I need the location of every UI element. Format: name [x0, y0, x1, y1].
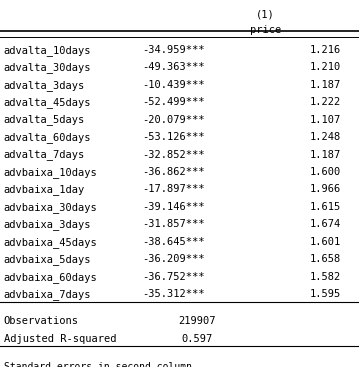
Text: advbaixa_45days: advbaixa_45days — [4, 237, 97, 248]
Text: advbaixa_3days: advbaixa_3days — [4, 219, 91, 230]
Text: -38.645***: -38.645*** — [142, 237, 205, 247]
Text: -20.079***: -20.079*** — [142, 115, 205, 124]
Text: 1.107: 1.107 — [310, 115, 341, 124]
Text: 1.601: 1.601 — [310, 237, 341, 247]
Text: 1.187: 1.187 — [310, 149, 341, 160]
Text: -52.499***: -52.499*** — [142, 97, 205, 107]
Text: 1.600: 1.600 — [310, 167, 341, 177]
Text: 1.210: 1.210 — [310, 62, 341, 72]
Text: Standard errors in second column: Standard errors in second column — [4, 362, 192, 367]
Text: -49.363***: -49.363*** — [142, 62, 205, 72]
Text: 1.248: 1.248 — [310, 132, 341, 142]
Text: -39.146***: -39.146*** — [142, 202, 205, 212]
Text: 1.582: 1.582 — [310, 272, 341, 282]
Text: advalta_30days: advalta_30days — [4, 62, 91, 73]
Text: advbaixa_60days: advbaixa_60days — [4, 272, 97, 283]
Text: 1.658: 1.658 — [310, 254, 341, 264]
Text: advalta_45days: advalta_45days — [4, 97, 91, 108]
Text: -10.439***: -10.439*** — [142, 80, 205, 90]
Text: -36.209***: -36.209*** — [142, 254, 205, 264]
Text: advbaixa_10days: advbaixa_10days — [4, 167, 97, 178]
Text: Adjusted R-squared: Adjusted R-squared — [4, 334, 116, 344]
Text: 1.216: 1.216 — [310, 45, 341, 55]
Text: 0.597: 0.597 — [182, 334, 213, 344]
Text: advbaixa_7days: advbaixa_7days — [4, 289, 91, 300]
Text: -36.752***: -36.752*** — [142, 272, 205, 282]
Text: 1.966: 1.966 — [310, 185, 341, 195]
Text: -36.862***: -36.862*** — [142, 167, 205, 177]
Text: advalta_3days: advalta_3days — [4, 80, 85, 91]
Text: advbaixa_5days: advbaixa_5days — [4, 254, 91, 265]
Text: 1.615: 1.615 — [310, 202, 341, 212]
Text: (1): (1) — [256, 10, 275, 20]
Text: advalta_10days: advalta_10days — [4, 45, 91, 55]
Text: price: price — [250, 25, 281, 34]
Text: advalta_7days: advalta_7days — [4, 149, 85, 160]
Text: 1.595: 1.595 — [310, 289, 341, 299]
Text: -35.312***: -35.312*** — [142, 289, 205, 299]
Text: 1.187: 1.187 — [310, 80, 341, 90]
Text: -34.959***: -34.959*** — [142, 45, 205, 55]
Text: advalta_5days: advalta_5days — [4, 115, 85, 126]
Text: -53.126***: -53.126*** — [142, 132, 205, 142]
Text: 219907: 219907 — [179, 316, 216, 326]
Text: advalta_60days: advalta_60days — [4, 132, 91, 143]
Text: advbaixa_30days: advbaixa_30days — [4, 202, 97, 213]
Text: -31.857***: -31.857*** — [142, 219, 205, 229]
Text: -17.897***: -17.897*** — [142, 185, 205, 195]
Text: Observations: Observations — [4, 316, 79, 326]
Text: 1.674: 1.674 — [310, 219, 341, 229]
Text: advbaixa_1day: advbaixa_1day — [4, 185, 85, 195]
Text: -32.852***: -32.852*** — [142, 149, 205, 160]
Text: 1.222: 1.222 — [310, 97, 341, 107]
